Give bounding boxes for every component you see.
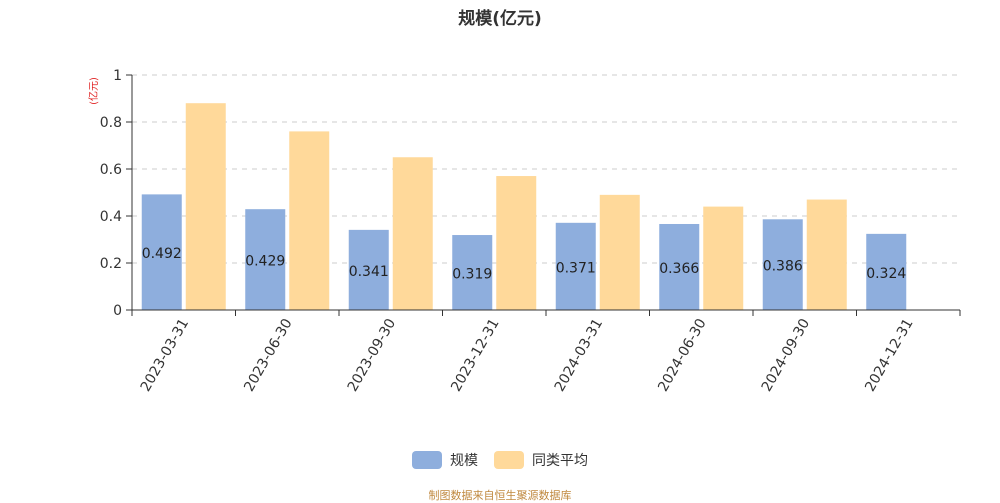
y-tick-label: 0.2 bbox=[100, 256, 122, 272]
x-tick-label: 2024-03-31 bbox=[552, 316, 607, 394]
y-tick-label: 1 bbox=[113, 68, 122, 84]
bar-peer-average[interactable] bbox=[186, 103, 226, 310]
data-label-scale: 0.324 bbox=[866, 266, 906, 282]
y-tick-label: 0.8 bbox=[100, 115, 122, 131]
bar-peer-average[interactable] bbox=[496, 176, 536, 310]
y-tick-label: 0 bbox=[113, 303, 122, 319]
bar-peer-average[interactable] bbox=[393, 157, 433, 310]
data-label-scale: 0.386 bbox=[763, 259, 803, 275]
legend-item-peer-average[interactable]: 同类平均 bbox=[494, 450, 588, 470]
data-label-scale: 0.341 bbox=[349, 264, 389, 280]
y-axis-label: (亿元) bbox=[87, 77, 100, 105]
x-tick-label: 2023-06-30 bbox=[241, 316, 296, 394]
data-label-scale: 0.366 bbox=[659, 261, 699, 277]
source-note: 制图数据来自恒生聚源数据库 bbox=[0, 487, 1000, 503]
x-tick-label: 2024-09-30 bbox=[759, 316, 814, 394]
x-tick-label: 2024-06-30 bbox=[655, 316, 710, 394]
bars bbox=[142, 103, 907, 310]
legend-label-peer-average: 同类平均 bbox=[532, 450, 588, 470]
x-tick-label: 2023-12-31 bbox=[448, 316, 503, 394]
y-tick-label: 0.6 bbox=[100, 162, 122, 178]
legend-label-scale: 规模 bbox=[450, 450, 478, 470]
legend-swatch-scale bbox=[412, 451, 442, 469]
legend: 规模 同类平均 bbox=[0, 450, 1000, 470]
bar-peer-average[interactable] bbox=[807, 200, 847, 310]
x-tick-label: 2023-09-30 bbox=[345, 316, 400, 394]
bar-peer-average[interactable] bbox=[600, 195, 640, 310]
data-label-scale: 0.492 bbox=[142, 246, 182, 262]
x-tick-label: 2024-12-31 bbox=[862, 316, 917, 394]
bar-peer-average[interactable] bbox=[289, 131, 329, 310]
y-tick-label: 0.4 bbox=[100, 209, 122, 225]
data-label-scale: 0.429 bbox=[245, 254, 285, 270]
bar-peer-average[interactable] bbox=[703, 207, 743, 310]
x-tick-label: 2023-03-31 bbox=[138, 316, 193, 394]
data-label-scale: 0.371 bbox=[556, 260, 596, 276]
legend-item-scale[interactable]: 规模 bbox=[412, 450, 478, 470]
data-label-scale: 0.319 bbox=[452, 267, 492, 283]
bar-chart: 0 0.2 0.4 0.6 0.8 1 (亿元) 0.492 2023-03-31 0.429 20… bbox=[0, 0, 1000, 445]
legend-swatch-peer-average bbox=[494, 451, 524, 469]
